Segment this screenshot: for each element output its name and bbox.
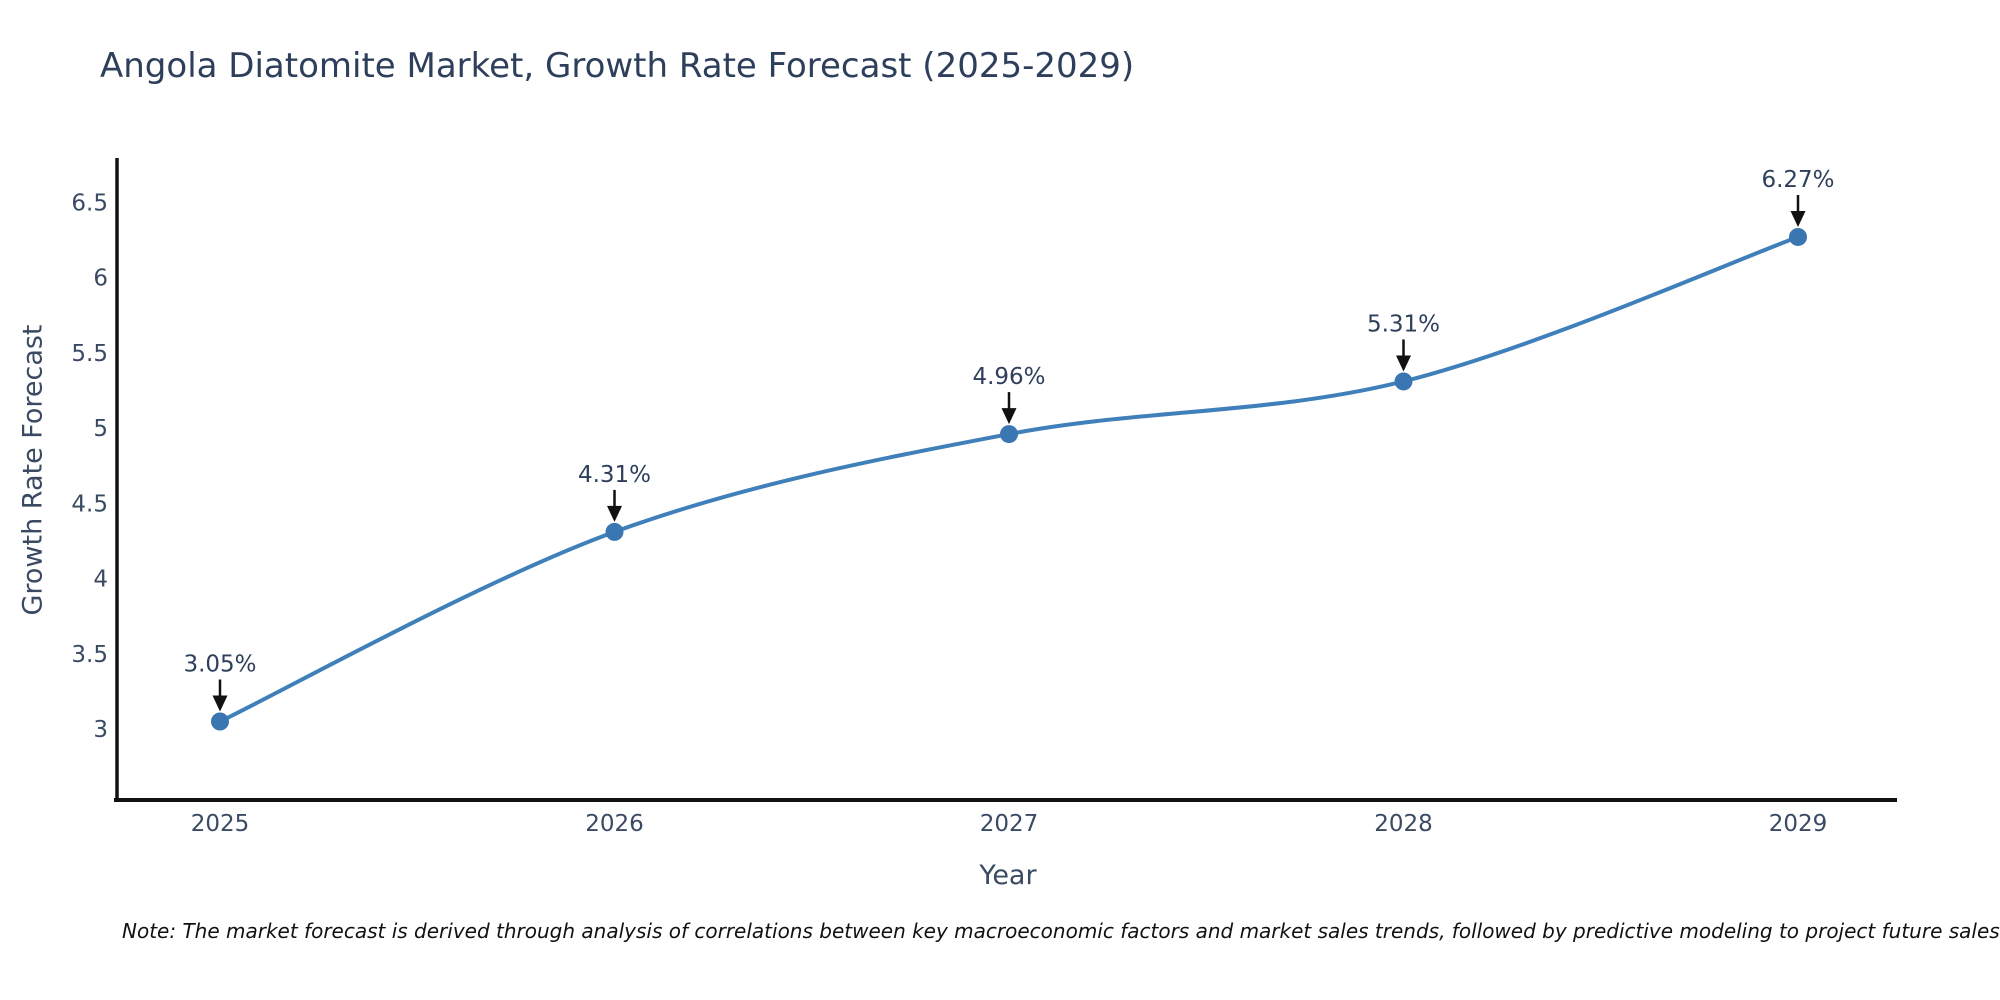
- annotation-arrow-head: [1001, 408, 1017, 425]
- data-point-value-label: 3.05%: [183, 652, 256, 678]
- y-tick-label: 5: [93, 416, 108, 442]
- x-tick-label: 2025: [191, 811, 250, 837]
- annotation-arrow-head: [607, 505, 622, 522]
- x-tick-label: 2029: [1769, 811, 1828, 837]
- data-point-value-label: 5.31%: [1367, 311, 1440, 337]
- chart-title: Angola Diatomite Market, Growth Rate For…: [100, 46, 1135, 86]
- footnote-text: Note: The market forecast is derived thr…: [122, 919, 2000, 943]
- y-tick-label: 4.5: [71, 491, 108, 517]
- x-tick-label: 2028: [1374, 811, 1433, 837]
- data-point-value-label: 4.96%: [972, 364, 1045, 390]
- data-point-value-label: 4.31%: [578, 462, 651, 488]
- trend-line: [218, 235, 1800, 724]
- y-tick-label: 3: [93, 717, 108, 743]
- y-tick-label: 5.5: [71, 341, 108, 367]
- x-axis-title: Year: [979, 860, 1037, 891]
- data-point-marker: [605, 522, 624, 541]
- y-tick-label: 4: [93, 567, 108, 593]
- annotation-arrow-head: [1790, 210, 1806, 227]
- data-point-marker: [1789, 227, 1807, 246]
- y-tick-label: 6.5: [71, 190, 108, 216]
- x-tick-label: 2026: [585, 811, 644, 837]
- annotation-arrow-head: [1396, 355, 1411, 372]
- data-point-value-label: 6.27%: [1761, 167, 1834, 193]
- data-point-marker: [1394, 372, 1413, 391]
- annotation-arrow-head: [212, 695, 228, 712]
- x-tick-label: 2027: [980, 811, 1039, 837]
- y-tick-label: 6: [93, 266, 108, 292]
- y-tick-label: 3.5: [71, 642, 108, 668]
- data-point-marker: [211, 712, 229, 731]
- data-point-marker: [1000, 425, 1018, 444]
